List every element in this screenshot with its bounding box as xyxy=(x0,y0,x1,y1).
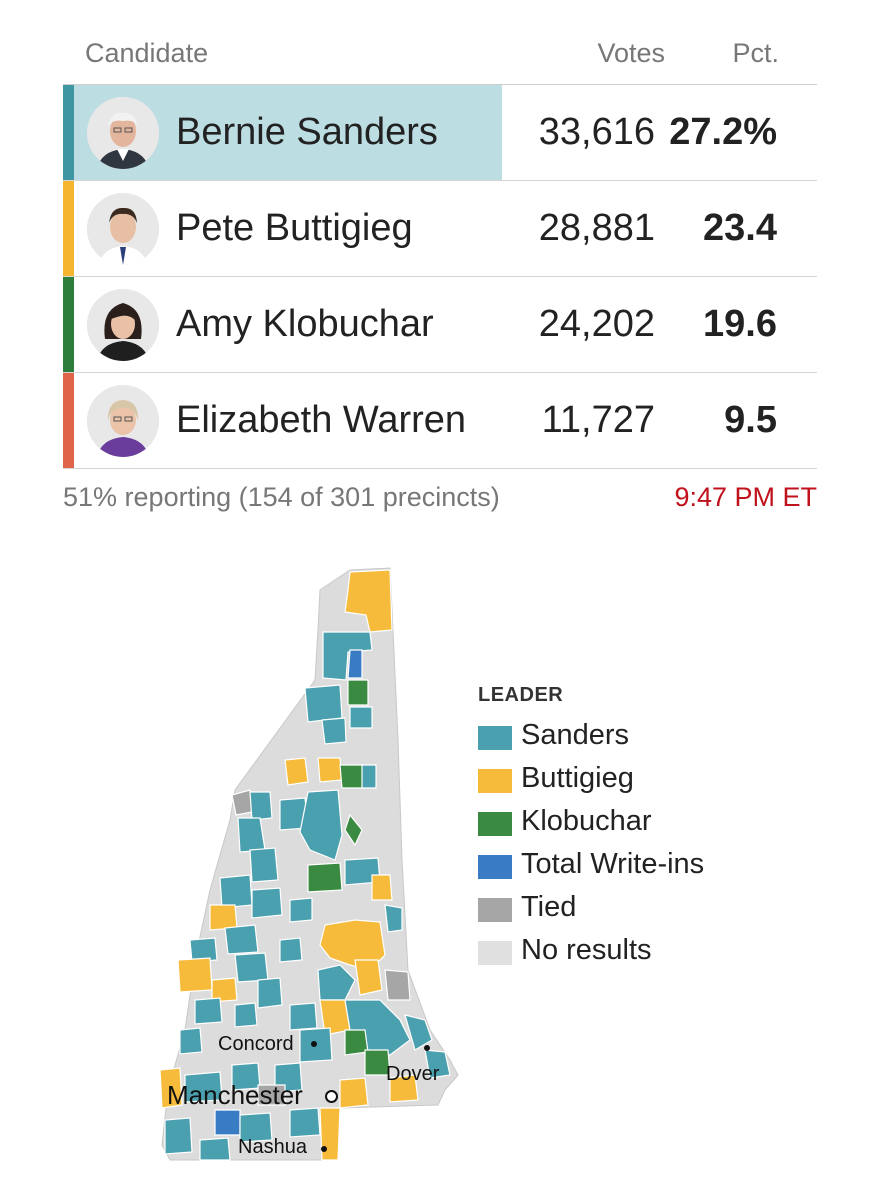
candidate-name: Bernie Sanders xyxy=(176,111,438,153)
map-legend: LEADER Sanders Buttigieg Klobuchar Total… xyxy=(478,684,704,975)
avatar xyxy=(87,97,159,169)
city-marker-nashua xyxy=(321,1146,327,1152)
candidate-row-warren: Elizabeth Warren 11,727 9.5 xyxy=(63,373,817,469)
legend-swatch xyxy=(478,941,512,965)
legend-swatch xyxy=(478,812,512,836)
legend-swatch xyxy=(478,898,512,922)
candidate-pct: 19.6 xyxy=(703,303,777,345)
legend-swatch xyxy=(478,769,512,793)
legend-swatch xyxy=(478,726,512,750)
table-header: Candidate Votes Pct. xyxy=(63,30,817,85)
legend-label: Klobuchar xyxy=(521,805,652,837)
candidate-color-bar xyxy=(63,181,74,276)
city-marker-dover xyxy=(424,1045,430,1051)
candidate-votes: 24,202 xyxy=(538,303,655,345)
legend-label: No results xyxy=(521,934,652,966)
reporting-status: 51% reporting (154 of 301 precincts) xyxy=(63,482,500,512)
votes-column-header: Votes xyxy=(597,38,665,68)
legend-title: LEADER xyxy=(478,684,564,706)
legend-item-no-results: No results xyxy=(478,932,652,975)
legend-label: Buttigieg xyxy=(521,762,634,794)
legend-item-sanders: Sanders xyxy=(478,717,629,760)
candidate-color-bar xyxy=(63,373,74,468)
avatar xyxy=(87,289,159,361)
candidate-row-klobuchar: Amy Klobuchar 24,202 19.6 xyxy=(63,277,817,373)
legend-label: Sanders xyxy=(521,719,630,751)
candidate-pct: 9.5 xyxy=(724,399,777,441)
city-marker-concord xyxy=(311,1041,317,1047)
candidate-pct: 27.2% xyxy=(669,111,777,153)
candidate-votes: 11,727 xyxy=(541,399,655,441)
city-marker-manchester xyxy=(325,1090,338,1103)
results-footer: 51% reporting (154 of 301 precincts) 9:4… xyxy=(63,482,817,522)
legend-item-write-ins: Total Write-ins xyxy=(478,846,704,889)
pct-column-header: Pct. xyxy=(732,38,779,68)
city-label-nashua: Nashua xyxy=(238,1136,307,1158)
candidate-votes: 28,881 xyxy=(538,207,655,249)
results-table: Candidate Votes Pct. Bernie Sanders 33,6… xyxy=(63,30,817,469)
candidate-name: Amy Klobuchar xyxy=(176,303,434,345)
legend-swatch xyxy=(478,855,512,879)
avatar xyxy=(87,385,159,457)
candidate-name: Elizabeth Warren xyxy=(176,399,467,441)
update-timestamp: 9:47 PM ET xyxy=(674,482,817,512)
legend-item-buttigieg: Buttigieg xyxy=(478,760,634,803)
candidate-column-header: Candidate xyxy=(85,38,209,68)
city-label-manchester: Manchester xyxy=(167,1080,303,1110)
candidate-row-buttigieg: Pete Buttigieg 28,881 23.4 xyxy=(63,181,817,277)
legend-item-klobuchar: Klobuchar xyxy=(478,803,652,846)
city-label-dover: Dover xyxy=(386,1063,440,1085)
candidate-row-sanders: Bernie Sanders 33,616 27.2% xyxy=(63,85,817,181)
new-hampshire-map xyxy=(140,560,470,1175)
legend-item-tied: Tied xyxy=(478,889,576,932)
candidate-name: Pete Buttigieg xyxy=(176,207,413,249)
city-label-concord: Concord xyxy=(218,1033,294,1055)
candidate-pct: 23.4 xyxy=(703,207,777,249)
legend-label: Tied xyxy=(521,891,577,923)
legend-label: Total Write-ins xyxy=(521,848,705,880)
candidate-color-bar xyxy=(63,277,74,372)
avatar xyxy=(87,193,159,265)
candidate-color-bar xyxy=(63,85,74,180)
candidate-votes: 33,616 xyxy=(538,111,655,153)
